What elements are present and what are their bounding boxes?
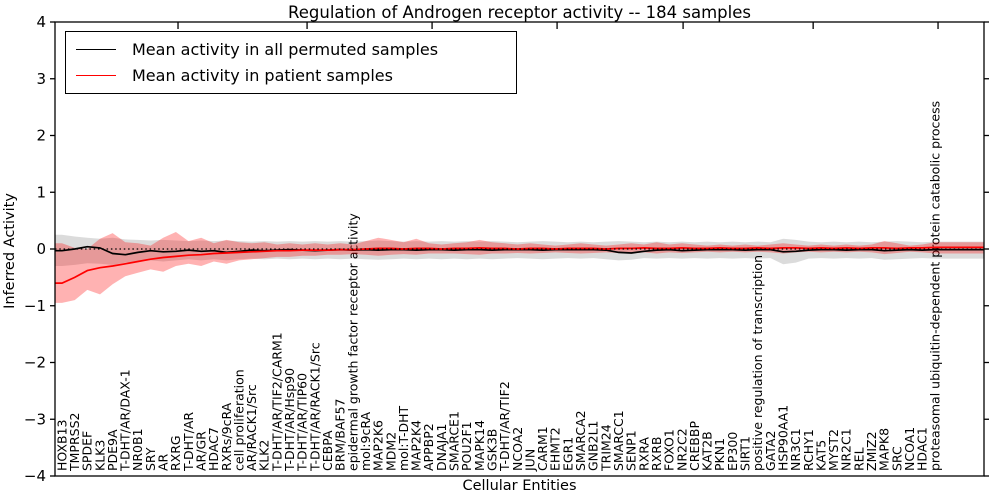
category-label: proteasomal ubiquitin-dependent protein …: [927, 101, 942, 471]
category-label: NR2C1: [839, 428, 854, 471]
category-label: SMARCC1: [611, 410, 626, 471]
category-label: SIRT1: [738, 436, 753, 471]
category-label: MAPK8: [877, 428, 892, 471]
y-tick-label: −4: [24, 467, 46, 485]
y-tick-label: 2: [36, 127, 46, 145]
category-label: KLK3: [92, 440, 107, 471]
y-tick-label: 3: [36, 70, 46, 88]
legend-line-sample-permuted-icon: [76, 48, 116, 50]
category-label: AR: [156, 453, 171, 471]
y-tick-label: −2: [24, 354, 46, 372]
category-label: T-DHT/AR/TIP60: [295, 373, 310, 472]
y-tick-label: 0: [36, 240, 46, 258]
category-label: RXRG: [168, 435, 183, 471]
category-label: AR/RACK1/Src: [244, 384, 259, 471]
category-label: T-DHT/AR: [181, 412, 196, 472]
category-label: MAP2K4: [409, 420, 424, 471]
legend-label-permuted: Mean activity in all permuted samples: [132, 39, 439, 59]
category-label: PKN1: [712, 438, 727, 471]
category-label: MAP2K6: [371, 420, 386, 471]
category-label: FOXO1: [662, 429, 677, 471]
category-label: AR/GR: [194, 431, 209, 471]
category-label: REL: [851, 447, 866, 471]
category-label: CREBBP: [687, 421, 702, 471]
category-label: MDM2: [383, 432, 398, 471]
category-label: mol:T-DHT: [396, 405, 411, 471]
category-label: epidermal growth factor receptor activit…: [345, 213, 360, 471]
y-tick-label: 4: [36, 13, 46, 31]
chart-title: Regulation of Androgen receptor activity…: [288, 3, 751, 22]
category-label: T-DHT/AR/TIF2/CARM1: [269, 332, 284, 472]
category-label: JUN: [522, 449, 537, 472]
category-label: MYST2: [826, 429, 841, 471]
legend-entry-patient: Mean activity in patient samples: [76, 63, 516, 89]
category-label: BRM/BAF57: [333, 399, 348, 471]
legend-label-patient: Mean activity in patient samples: [132, 66, 393, 86]
permuted-mean-line: [55, 245, 984, 256]
category-label: HSP90AA1: [776, 405, 791, 471]
category-label: SPDEF: [80, 431, 95, 471]
legend-line-sample-patient-icon: [76, 75, 116, 77]
category-label: NR3C1: [788, 428, 803, 471]
category-label: EP300: [725, 432, 740, 471]
category-label: APPBP2: [421, 423, 436, 471]
category-label: KAT2B: [700, 431, 715, 471]
category-label: KAT5: [813, 440, 828, 471]
category-label: SMARCA2: [573, 410, 588, 471]
category-label: NCOA1: [902, 427, 917, 471]
category-label: T-DHT/AR/Hsp90: [282, 368, 297, 472]
category-label: POU2F1: [459, 421, 474, 471]
category-label: MAPK14: [472, 420, 487, 471]
category-label: PDE9A: [105, 429, 120, 471]
category-label: T-DHT/AR/TIF2: [497, 381, 512, 472]
category-label: RCHY1: [801, 429, 816, 471]
legend: Mean activity in all permuted samples Me…: [65, 31, 517, 94]
category-label: cell proliferation: [231, 369, 246, 471]
category-label: NCOA2: [510, 427, 525, 471]
category-label: GSK3B: [485, 429, 500, 471]
category-label: GNB2L1: [586, 421, 601, 471]
category-label: CEBPA: [320, 430, 335, 471]
category-label: T-DHT/AR/RACK1/Src: [307, 342, 322, 472]
category-label: EHMT2: [548, 427, 563, 471]
category-label: HOXB13: [54, 420, 69, 471]
category-label: ZMIZ2: [864, 431, 879, 471]
y-axis-title: Inferred Activity: [2, 193, 18, 309]
category-label: RXRs/9cRA: [219, 402, 234, 471]
category-label: CARM1: [535, 426, 550, 471]
category-label: NR2C2: [674, 428, 689, 471]
x-axis-title: Cellular Entities: [462, 478, 577, 494]
category-label: RXRA: [636, 437, 651, 471]
category-label: SRY: [143, 447, 158, 471]
y-tick-label: −3: [24, 410, 46, 428]
category-label: T-DHT/AR/DAX-1: [118, 369, 133, 472]
category-label: NR0B1: [130, 428, 145, 471]
legend-entry-permuted: Mean activity in all permuted samples: [76, 36, 516, 62]
category-label: GATA2: [763, 431, 778, 471]
category-label: KLK2: [257, 440, 272, 471]
category-label: RXRB: [649, 436, 664, 471]
category-label: TMPRSS2: [67, 413, 82, 472]
category-label: HDAC7: [206, 427, 221, 471]
category-label: SMARCE1: [447, 411, 462, 471]
y-tick-label: −1: [24, 297, 46, 315]
category-label: mol:9cRA: [358, 411, 373, 471]
category-label: HDAC1: [915, 427, 930, 471]
y-tick-label: 1: [36, 183, 46, 201]
category-label: positive regulation of transcription: [750, 255, 765, 471]
category-label: SENP1: [624, 430, 639, 471]
category-label: DNAJA1: [434, 424, 449, 472]
category-label: EGR1: [560, 437, 575, 471]
category-label: SRC: [889, 446, 904, 471]
category-label: TRIM24: [598, 424, 613, 472]
